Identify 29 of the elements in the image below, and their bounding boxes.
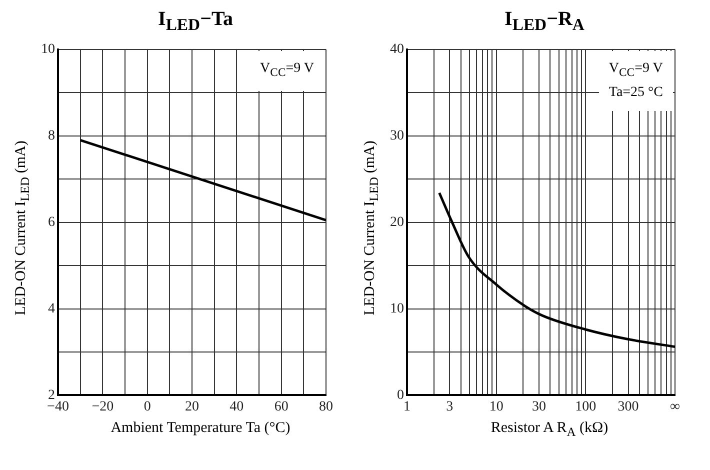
x-tick-label: 0 xyxy=(144,399,151,414)
x-tick-label: 1 xyxy=(404,399,410,414)
x-tick-label: 80 xyxy=(319,399,333,414)
chart-title: I$_{LED}$−R$_{A}$ xyxy=(504,8,586,36)
y-tick-label: 20 xyxy=(390,214,404,230)
x-tick-label: 40 xyxy=(230,399,244,414)
x-tick-label: 100 xyxy=(575,399,596,414)
y-tick-label: 0 xyxy=(397,388,404,403)
y-tick-label: 40 xyxy=(390,42,404,58)
x-tick-label: −20 xyxy=(92,399,114,414)
y-tick-label: 10 xyxy=(41,42,55,58)
annotation: V$_{CC}$=9 V xyxy=(608,60,663,82)
x-tick-label: 10 xyxy=(489,399,504,414)
x-axis-title: Ambient Temperature Ta (°C) xyxy=(110,420,292,437)
x-tick-label: 20 xyxy=(185,399,199,414)
chart-title: I$_{LED}$−Ta xyxy=(157,8,234,36)
x-tick-label: 3 xyxy=(446,399,454,414)
y-tick-label: 30 xyxy=(390,128,404,144)
x-tick-label: 300 xyxy=(618,399,639,414)
y-tick-label: 8 xyxy=(48,128,55,144)
x-tick-label: ∞ xyxy=(670,399,680,414)
annotation: Ta=25 °C xyxy=(608,84,663,102)
x-tick-label: 60 xyxy=(274,399,288,414)
y-tick-label: 6 xyxy=(48,214,55,230)
y-tick-label: 10 xyxy=(390,301,404,316)
x-tick-label: 30 xyxy=(532,399,546,414)
x-axis-title: Resistor A R$_{A}$ (kΩ) xyxy=(490,420,610,440)
annotation: V$_{CC}$=9 V xyxy=(260,60,314,82)
y-tick-label: 4 xyxy=(48,301,55,316)
